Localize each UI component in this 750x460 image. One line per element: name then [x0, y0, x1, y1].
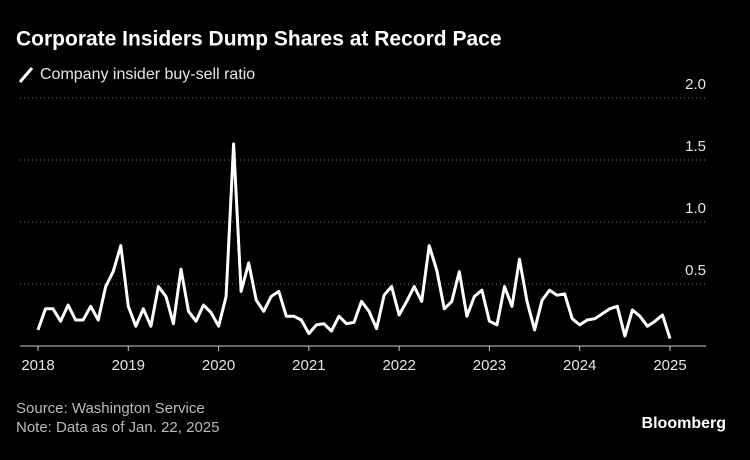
- x-tick-label: 2018: [21, 357, 54, 374]
- note: Note: Data as of Jan. 22, 2025: [16, 419, 219, 436]
- x-tick-label: 2022: [382, 357, 415, 374]
- legend-swatch: [18, 67, 34, 83]
- series-line: [36, 142, 672, 340]
- x-tick-label: 2023: [473, 357, 506, 374]
- x-tick-label: 2024: [563, 357, 596, 374]
- y-tick-label: 1.5: [685, 138, 706, 155]
- y-tick-label: 1.0: [685, 200, 706, 217]
- legend-label: Company insider buy-sell ratio: [40, 66, 255, 83]
- chart-title: Corporate Insiders Dump Shares at Record…: [16, 28, 502, 51]
- x-tick-label: 2025: [653, 357, 686, 374]
- source: Source: Washington Service: [16, 400, 205, 417]
- x-tick-label: 2019: [112, 357, 145, 374]
- x-tick-label: 2021: [292, 357, 325, 374]
- y-tick-label: 0.5: [685, 262, 706, 279]
- x-tick-label: 2020: [202, 357, 235, 374]
- brand: Bloomberg: [642, 415, 726, 432]
- y-tick-label: 2.0: [685, 76, 706, 93]
